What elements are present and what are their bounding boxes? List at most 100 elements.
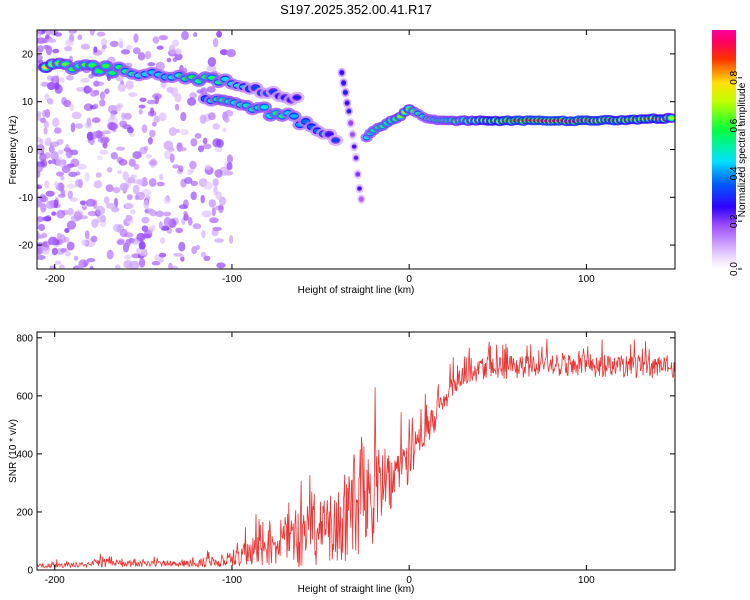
noise-blob bbox=[206, 86, 216, 93]
noise-blob bbox=[126, 194, 133, 201]
noise-blob bbox=[222, 127, 227, 133]
noise-blob bbox=[109, 40, 119, 48]
track-core bbox=[339, 70, 344, 75]
noise-blob bbox=[223, 116, 230, 123]
snr-marks bbox=[37, 338, 675, 569]
noise-blob bbox=[53, 199, 59, 209]
noise-blob bbox=[51, 247, 58, 256]
noise-blob bbox=[158, 112, 167, 122]
noise-blob bbox=[110, 152, 119, 160]
x-tick-label: 0 bbox=[406, 274, 412, 285]
noise-blob bbox=[122, 171, 129, 181]
colorbar-tick-label: 0.0 bbox=[729, 262, 740, 276]
noise-blob bbox=[169, 153, 175, 163]
noise-blob bbox=[37, 149, 42, 155]
noise-blob bbox=[141, 124, 148, 134]
noise-blob bbox=[190, 180, 198, 187]
track-core bbox=[343, 90, 348, 95]
noise-blob bbox=[175, 48, 182, 55]
x-tick-label: -200 bbox=[45, 274, 65, 285]
colorbar-label: Normalized spectral amplitude bbox=[737, 82, 748, 217]
noise-blob bbox=[143, 199, 150, 209]
noise-blob bbox=[120, 80, 125, 85]
noise-blob bbox=[43, 127, 48, 135]
noise-blob bbox=[60, 77, 65, 83]
noise-blob bbox=[93, 180, 103, 189]
noise-blob bbox=[37, 163, 44, 173]
noise-blob bbox=[38, 224, 45, 231]
noise-blob bbox=[204, 164, 212, 170]
noise-blob bbox=[48, 159, 53, 165]
colorbar-tick-label: 0.8 bbox=[729, 70, 740, 84]
noise-blob bbox=[200, 251, 207, 258]
track-core bbox=[344, 101, 350, 105]
colorbar-ticks: 0.0 0.2 0.4 0.6 0.8 bbox=[729, 70, 742, 276]
track-core bbox=[331, 138, 340, 143]
noise-blob bbox=[71, 111, 82, 120]
x-tick-label: 0 bbox=[406, 575, 412, 586]
noise-blob bbox=[60, 248, 67, 253]
noise-blob bbox=[219, 196, 227, 206]
noise-blob bbox=[192, 223, 202, 230]
noise-blob bbox=[77, 34, 83, 41]
track-core bbox=[341, 81, 346, 85]
noise-blob bbox=[92, 131, 98, 140]
noise-blob bbox=[105, 203, 116, 209]
noise-blob bbox=[41, 38, 48, 44]
noise-blob bbox=[134, 194, 139, 201]
noise-blob bbox=[39, 138, 44, 145]
noise-blob bbox=[49, 145, 55, 152]
noise-blob bbox=[214, 169, 223, 178]
x-tick-label: -200 bbox=[45, 575, 65, 586]
noise-blob bbox=[42, 109, 47, 118]
noise-blob bbox=[137, 52, 146, 61]
noise-blob bbox=[123, 260, 133, 269]
noise-blob bbox=[155, 210, 164, 218]
noise-blob bbox=[133, 33, 139, 43]
noise-blob bbox=[40, 81, 49, 87]
noise-blob bbox=[145, 154, 153, 159]
noise-blob bbox=[65, 39, 74, 47]
noise-blob bbox=[40, 117, 46, 124]
noise-blob bbox=[93, 80, 100, 87]
noise-blob bbox=[172, 164, 180, 169]
noise-blob bbox=[41, 240, 51, 248]
noise-blob bbox=[226, 162, 233, 171]
noise-blob bbox=[99, 149, 109, 155]
noise-blob bbox=[212, 123, 221, 130]
noise-blob bbox=[144, 145, 149, 151]
noise-blob bbox=[73, 255, 79, 261]
noise-blob bbox=[141, 225, 149, 232]
noise-blob bbox=[37, 54, 43, 61]
noise-blob bbox=[51, 211, 56, 216]
noise-blob bbox=[226, 154, 233, 164]
noise-blob bbox=[189, 160, 197, 170]
x-tick-label: 100 bbox=[578, 575, 595, 586]
noise-blob bbox=[129, 209, 136, 215]
snr-frame bbox=[36, 331, 676, 571]
noise-blob bbox=[166, 57, 172, 63]
noise-blob bbox=[75, 123, 84, 129]
noise-blob bbox=[159, 173, 164, 181]
noise-blob bbox=[100, 38, 108, 47]
track-core bbox=[346, 109, 352, 113]
noise-blob bbox=[66, 220, 76, 230]
noise-blob bbox=[125, 80, 134, 90]
noise-blob bbox=[144, 51, 152, 60]
noise-blob bbox=[168, 44, 176, 55]
noise-blob bbox=[216, 30, 223, 38]
noise-blob bbox=[45, 45, 53, 56]
noise-blob bbox=[212, 178, 219, 187]
noise-blob bbox=[139, 97, 147, 103]
noise-blob bbox=[121, 112, 126, 120]
noise-blob bbox=[89, 265, 94, 269]
noise-blob bbox=[70, 215, 81, 222]
noise-blob bbox=[101, 130, 111, 135]
noise-blob bbox=[86, 258, 96, 263]
noise-blob bbox=[147, 62, 156, 67]
noise-blob bbox=[180, 256, 185, 262]
noise-blob bbox=[153, 115, 161, 123]
noise-blob bbox=[46, 98, 54, 105]
noise-blob bbox=[146, 99, 157, 105]
